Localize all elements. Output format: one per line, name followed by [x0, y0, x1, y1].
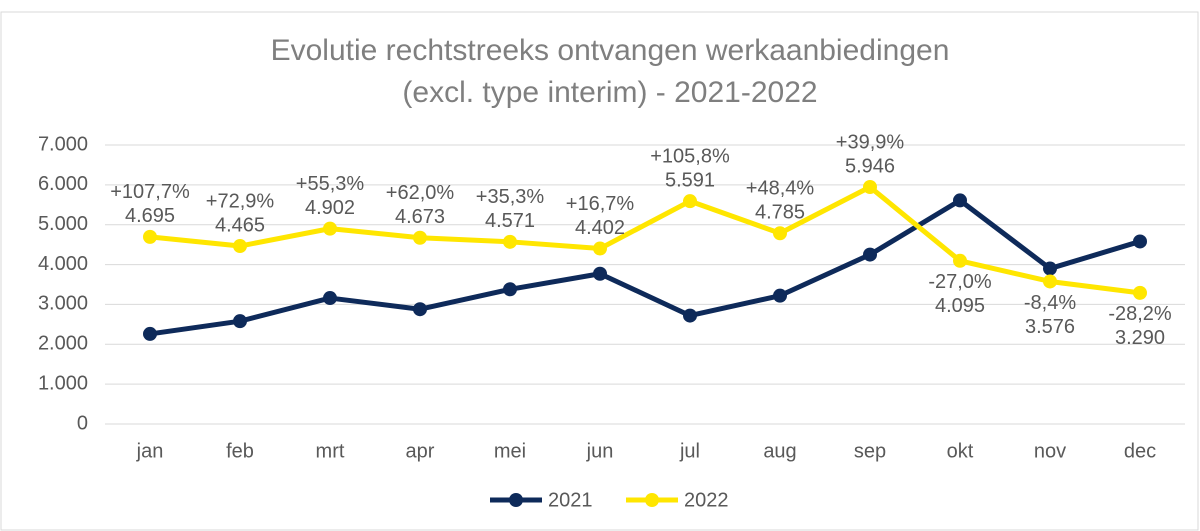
data-label: 3.576	[1025, 316, 1075, 338]
legend-label: 2021	[548, 489, 593, 511]
change-label: -8,4%	[1024, 292, 1076, 314]
data-point	[593, 241, 607, 256]
data-point	[863, 180, 877, 195]
data-point	[1043, 261, 1057, 276]
y-tick-label: 4.000	[38, 253, 88, 275]
change-label: +48,4%	[746, 178, 815, 200]
change-label: +39,9%	[836, 131, 905, 153]
data-label: 4.785	[755, 202, 805, 224]
y-tick-label: 2.000	[38, 333, 88, 355]
data-label: 5.946	[845, 155, 895, 177]
change-label: -28,2%	[1108, 303, 1172, 325]
x-tick-label: apr	[406, 440, 435, 462]
change-label: -27,0%	[928, 271, 992, 293]
chart-title: Evolutie rechtstreeks ontvangen werkaanb…	[271, 34, 950, 67]
change-label: +55,3%	[296, 173, 365, 195]
data-label: 5.591	[665, 169, 715, 191]
data-label: 4.673	[395, 206, 445, 228]
y-tick-label: 3.000	[38, 293, 88, 315]
x-tick-label: sep	[854, 440, 886, 462]
x-tick-label: jul	[679, 440, 700, 462]
data-point	[773, 226, 787, 241]
data-label: 4.571	[485, 210, 535, 232]
data-point	[503, 282, 517, 297]
data-point	[593, 266, 607, 281]
data-point	[953, 193, 967, 208]
data-point	[683, 194, 697, 209]
x-tick-label: jan	[136, 440, 164, 462]
legend-label: 2022	[684, 489, 729, 511]
data-point	[953, 253, 967, 268]
chart-title: (excl. type interim) - 2021-2022	[402, 76, 817, 109]
data-point	[323, 291, 337, 306]
data-label: 4.095	[935, 295, 985, 317]
data-point	[233, 239, 247, 254]
data-point	[1043, 274, 1057, 289]
y-tick-label: 0	[77, 412, 88, 434]
x-tick-label: dec	[1124, 440, 1156, 462]
x-tick-label: jun	[586, 440, 614, 462]
y-tick-label: 6.000	[38, 173, 88, 195]
data-point	[863, 247, 877, 262]
data-label: 4.695	[125, 205, 175, 227]
series-line	[149, 197, 1141, 337]
change-label: +16,7%	[566, 193, 635, 215]
data-point	[143, 326, 157, 341]
change-label: +35,3%	[476, 186, 545, 208]
data-point	[683, 308, 697, 323]
data-label: 4.465	[215, 214, 265, 236]
y-tick-label: 5.000	[38, 213, 88, 235]
x-tick-label: feb	[226, 440, 254, 462]
change-label: +105,8%	[650, 145, 730, 167]
x-tick-label: aug	[763, 440, 796, 462]
data-point	[1133, 234, 1147, 249]
y-tick-label: 1.000	[38, 372, 88, 394]
data-point	[413, 302, 427, 317]
change-label: +72,9%	[206, 190, 275, 212]
x-tick-label: mrt	[316, 440, 345, 462]
x-tick-label: okt	[947, 440, 974, 462]
change-label: +62,0%	[386, 182, 455, 204]
change-label: +107,7%	[110, 181, 190, 203]
y-tick-label: 7.000	[38, 133, 88, 155]
legend-marker	[509, 493, 523, 507]
x-tick-label: mei	[494, 440, 526, 462]
data-label: 4.402	[575, 217, 625, 239]
data-point	[233, 314, 247, 329]
data-point	[503, 234, 517, 249]
data-label: 4.902	[305, 197, 355, 219]
data-point	[143, 229, 157, 244]
data-point	[1133, 285, 1147, 300]
data-point	[323, 221, 337, 236]
data-point	[773, 288, 787, 303]
series-line	[149, 184, 1141, 296]
data-label: 3.290	[1115, 327, 1165, 349]
data-point	[413, 230, 427, 245]
legend-marker	[645, 493, 659, 507]
x-tick-label: nov	[1034, 440, 1066, 462]
